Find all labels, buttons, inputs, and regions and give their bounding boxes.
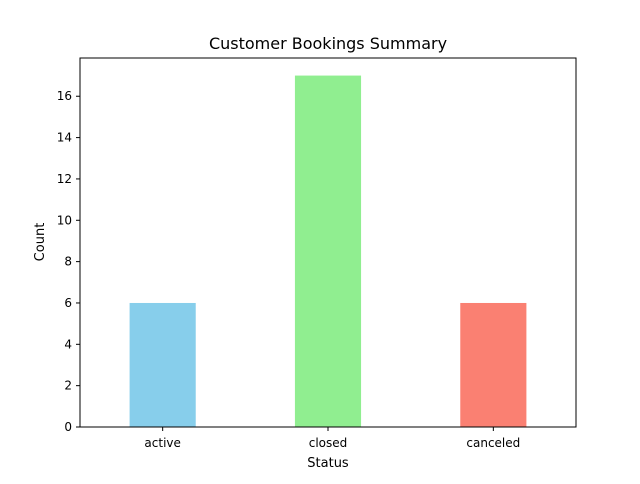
y-tick-label: 0 bbox=[64, 420, 72, 434]
y-tick-label: 16 bbox=[57, 89, 72, 103]
y-axis-label: Count bbox=[33, 223, 48, 262]
y-tick-label: 8 bbox=[64, 255, 72, 269]
y-tick-label: 2 bbox=[64, 379, 72, 393]
x-tick-label-active: active bbox=[144, 436, 180, 450]
chart-title: Customer Bookings Summary bbox=[209, 34, 447, 53]
y-tick-label: 6 bbox=[64, 296, 72, 310]
bar-canceled bbox=[460, 302, 527, 427]
y-tick-label: 4 bbox=[64, 337, 72, 351]
y-ticks-layer: 0 2 4 6 8 10 12 14 16 bbox=[57, 89, 80, 434]
x-tick-label-canceled: canceled bbox=[466, 436, 520, 450]
y-tick-label: 14 bbox=[57, 131, 72, 145]
plot-area-frame bbox=[79, 57, 577, 428]
x-axis-label: Status bbox=[307, 456, 349, 471]
bar-closed bbox=[294, 75, 362, 427]
bars-layer bbox=[129, 75, 527, 427]
y-tick-label: 10 bbox=[57, 213, 72, 227]
x-tick-label-closed: closed bbox=[309, 436, 348, 450]
y-tick-label: 12 bbox=[57, 172, 72, 186]
x-ticks-layer: active closed canceled bbox=[144, 427, 520, 450]
bar-active bbox=[129, 302, 196, 427]
